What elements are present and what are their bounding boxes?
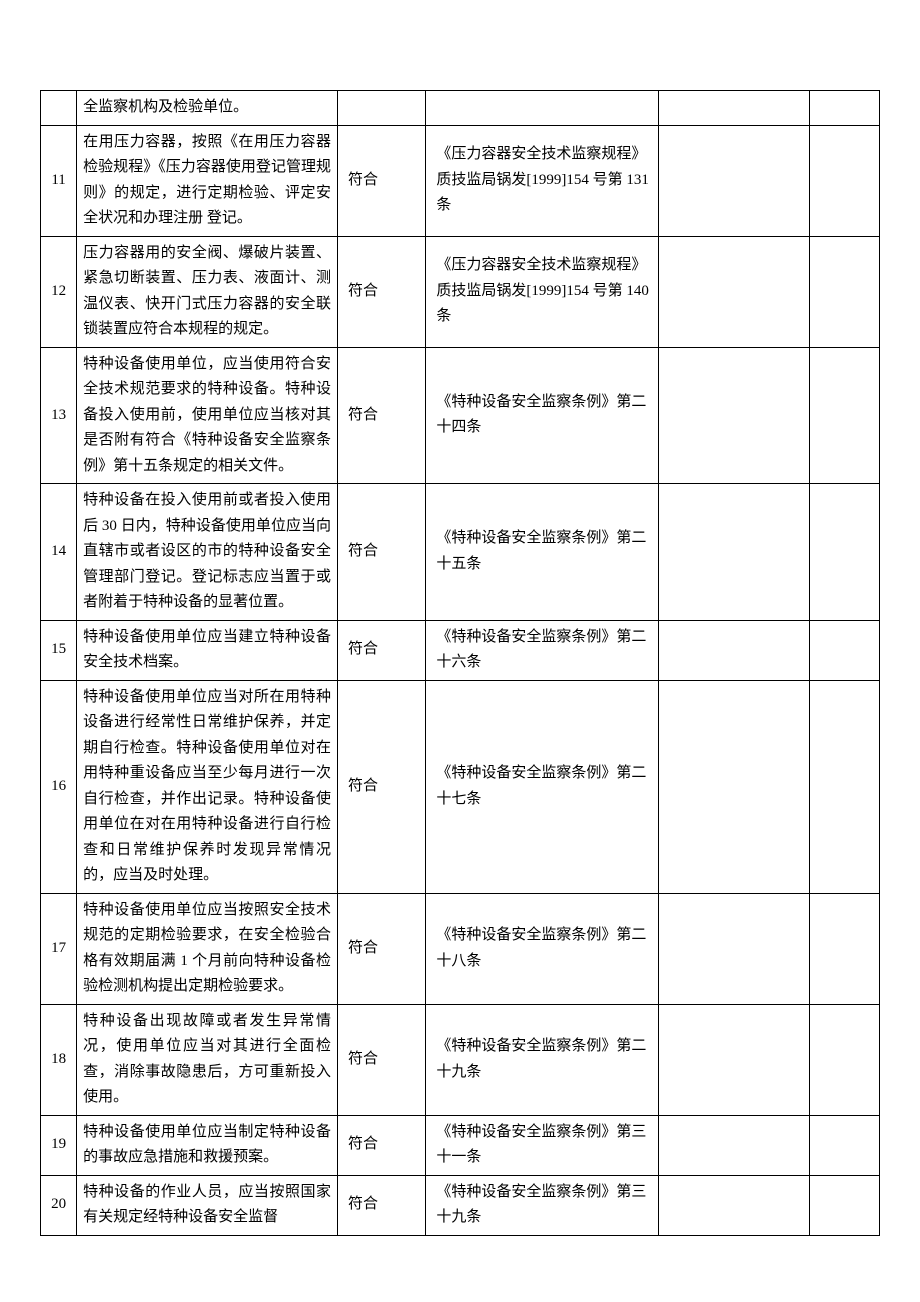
cell-f [809, 620, 879, 680]
table-row: 17特种设备使用单位应当按照安全技术规范的定期检验要求，在安全检验合格有效期届满… [41, 893, 880, 1004]
cell-idx: 19 [41, 1115, 77, 1175]
cell-idx: 20 [41, 1175, 77, 1235]
table-row: 12压力容器用的安全阀、爆破片装置、紧急切断装置、压力表、液面计、测温仪表、快开… [41, 236, 880, 347]
cell-stat: 符合 [338, 680, 426, 893]
cell-stat [338, 91, 426, 126]
table-row: 18特种设备出现故障或者发生异常情况，使用单位应当对其进行全面检查，消除事故隐患… [41, 1004, 880, 1115]
cell-stat: 符合 [338, 236, 426, 347]
cell-f [809, 893, 879, 1004]
cell-f [809, 236, 879, 347]
cell-ref: 《特种设备安全监察条例》第二十四条 [426, 347, 659, 484]
table-row: 14特种设备在投入使用前或者投入使用后 30 日内，特种设备使用单位应当向直辖市… [41, 484, 880, 621]
table-row: 13特种设备使用单位，应当使用符合安全技术规范要求的特种设备。特种设备投入使用前… [41, 347, 880, 484]
cell-f [809, 1175, 879, 1235]
cell-idx: 12 [41, 236, 77, 347]
cell-f [809, 1004, 879, 1115]
cell-f [809, 347, 879, 484]
cell-idx: 17 [41, 893, 77, 1004]
cell-req: 特种设备使用单位应当对所在用特种设备进行经常性日常维护保养，并定期自行检查。特种… [77, 680, 338, 893]
cell-idx: 11 [41, 125, 77, 236]
cell-req: 特种设备使用单位，应当使用符合安全技术规范要求的特种设备。特种设备投入使用前，使… [77, 347, 338, 484]
cell-ref: 《特种设备安全监察条例》第三十九条 [426, 1175, 659, 1235]
page-container: 全监察机构及检验单位。11在用压力容器，按照《在用压力容器检验规程》《压力容器使… [0, 0, 920, 1296]
cell-req: 在用压力容器，按照《在用压力容器检验规程》《压力容器使用登记管理规则》的规定，进… [77, 125, 338, 236]
table-row: 15特种设备使用单位应当建立特种设备安全技术档案。符合《特种设备安全监察条例》第… [41, 620, 880, 680]
cell-e [659, 1115, 810, 1175]
cell-req: 特种设备的作业人员，应当按照国家有关规定经特种设备安全监督 [77, 1175, 338, 1235]
cell-e [659, 893, 810, 1004]
cell-ref: 《特种设备安全监察条例》第二十六条 [426, 620, 659, 680]
cell-req: 全监察机构及检验单位。 [77, 91, 338, 126]
table-row: 20特种设备的作业人员，应当按照国家有关规定经特种设备安全监督符合《特种设备安全… [41, 1175, 880, 1235]
cell-ref: 《压力容器安全技术监察规程》 质技监局锅发[1999]154 号第 131 条 [426, 125, 659, 236]
cell-f [809, 1115, 879, 1175]
cell-ref: 《压力容器安全技术监察规程》 质技监局锅发[1999]154 号第 140 条 [426, 236, 659, 347]
table-body: 全监察机构及检验单位。11在用压力容器，按照《在用压力容器检验规程》《压力容器使… [41, 91, 880, 1236]
cell-stat: 符合 [338, 484, 426, 621]
cell-e [659, 91, 810, 126]
cell-stat: 符合 [338, 620, 426, 680]
cell-f [809, 680, 879, 893]
table-row: 16特种设备使用单位应当对所在用特种设备进行经常性日常维护保养，并定期自行检查。… [41, 680, 880, 893]
cell-idx: 13 [41, 347, 77, 484]
cell-e [659, 236, 810, 347]
cell-ref: 《特种设备安全监察条例》第二十八条 [426, 893, 659, 1004]
cell-e [659, 347, 810, 484]
cell-ref: 《特种设备安全监察条例》第二十五条 [426, 484, 659, 621]
cell-ref: 《特种设备安全监察条例》第二十七条 [426, 680, 659, 893]
cell-e [659, 620, 810, 680]
cell-req: 特种设备使用单位应当建立特种设备安全技术档案。 [77, 620, 338, 680]
cell-stat: 符合 [338, 125, 426, 236]
cell-e [659, 680, 810, 893]
cell-ref [426, 91, 659, 126]
cell-req: 特种设备使用单位应当制定特种设备的事故应急措施和救援预案。 [77, 1115, 338, 1175]
cell-idx [41, 91, 77, 126]
table-row: 19特种设备使用单位应当制定特种设备的事故应急措施和救援预案。符合《特种设备安全… [41, 1115, 880, 1175]
cell-ref: 《特种设备安全监察条例》第二十九条 [426, 1004, 659, 1115]
cell-stat: 符合 [338, 1175, 426, 1235]
cell-f [809, 484, 879, 621]
cell-idx: 14 [41, 484, 77, 621]
cell-stat: 符合 [338, 347, 426, 484]
cell-req: 特种设备使用单位应当按照安全技术规范的定期检验要求，在安全检验合格有效期届满 1… [77, 893, 338, 1004]
cell-stat: 符合 [338, 893, 426, 1004]
table-row: 全监察机构及检验单位。 [41, 91, 880, 126]
cell-ref: 《特种设备安全监察条例》第三十一条 [426, 1115, 659, 1175]
cell-req: 特种设备在投入使用前或者投入使用后 30 日内，特种设备使用单位应当向直辖市或者… [77, 484, 338, 621]
cell-req: 特种设备出现故障或者发生异常情况，使用单位应当对其进行全面检查，消除事故隐患后，… [77, 1004, 338, 1115]
cell-e [659, 484, 810, 621]
cell-e [659, 125, 810, 236]
cell-idx: 16 [41, 680, 77, 893]
compliance-table: 全监察机构及检验单位。11在用压力容器，按照《在用压力容器检验规程》《压力容器使… [40, 90, 880, 1236]
cell-req: 压力容器用的安全阀、爆破片装置、紧急切断装置、压力表、液面计、测温仪表、快开门式… [77, 236, 338, 347]
table-row: 11在用压力容器，按照《在用压力容器检验规程》《压力容器使用登记管理规则》的规定… [41, 125, 880, 236]
cell-e [659, 1175, 810, 1235]
cell-idx: 18 [41, 1004, 77, 1115]
cell-idx: 15 [41, 620, 77, 680]
cell-e [659, 1004, 810, 1115]
cell-stat: 符合 [338, 1115, 426, 1175]
cell-f [809, 91, 879, 126]
cell-stat: 符合 [338, 1004, 426, 1115]
cell-f [809, 125, 879, 236]
